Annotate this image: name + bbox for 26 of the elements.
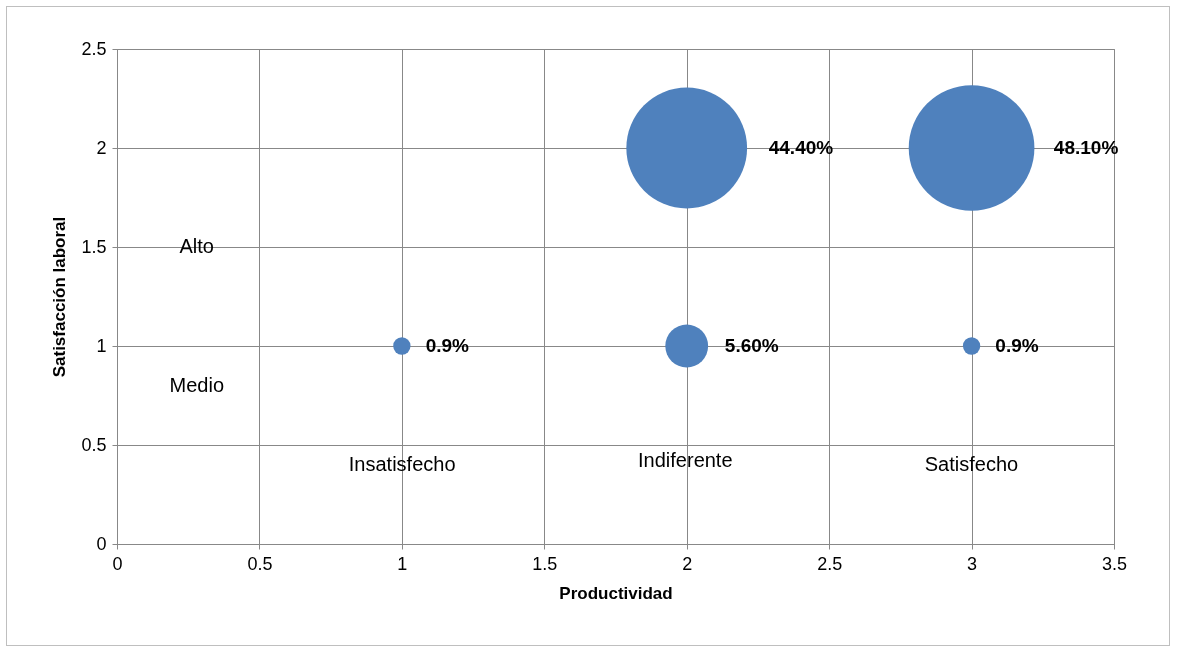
y-tick-label: 2 (96, 137, 107, 158)
y-axis-title: Satisfacción laboral (50, 216, 70, 378)
annotation: 5.60% (724, 335, 779, 356)
y-tick-label: 2.5 (81, 38, 107, 59)
y-tick-label: 0 (96, 533, 107, 554)
x-tick-label: 1 (397, 553, 408, 574)
x-tick-label: 3.5 (1101, 553, 1128, 574)
y-tick-label: 1 (96, 335, 107, 356)
annotation: Satisfecho (924, 452, 1019, 475)
annotation: Indiferente (638, 448, 733, 471)
annotation: 48.10% (1053, 137, 1119, 158)
y-tick-label: 0.5 (81, 434, 107, 455)
x-tick-label: 1.5 (532, 553, 558, 574)
x-tick-label: 0 (112, 553, 123, 574)
annotation: Insatisfecho (348, 452, 456, 475)
annotation: Medio (169, 373, 224, 396)
x-tick-label: 0.5 (247, 553, 273, 574)
x-tick-label: 2.5 (817, 553, 843, 574)
annotation: Alto (179, 235, 214, 257)
x-tick-label: 3 (967, 553, 978, 574)
annotation: 0.9% (995, 335, 1039, 356)
x-axis-title: Productividad (559, 583, 673, 603)
x-tick-label: 2 (682, 553, 693, 574)
annotation: 44.40% (768, 137, 834, 158)
annotation: 0.9% (425, 335, 470, 356)
y-tick-label: 1.5 (81, 236, 107, 257)
